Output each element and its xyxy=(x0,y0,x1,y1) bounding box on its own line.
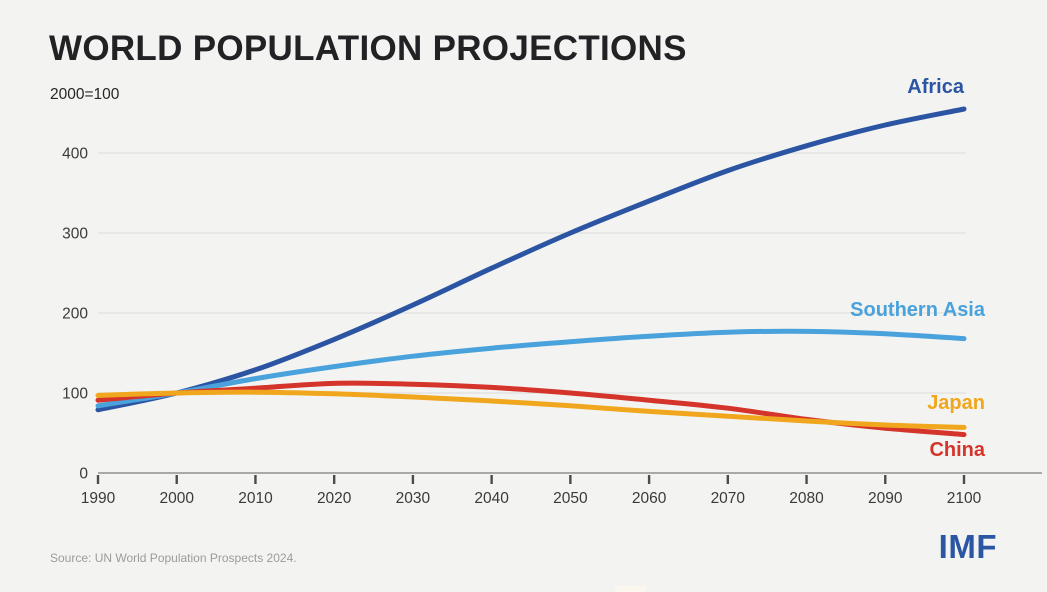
x-tick-label-2030: 2030 xyxy=(396,490,431,507)
y-tick-label-100: 100 xyxy=(62,386,88,403)
southern-asia-line xyxy=(95,328,967,409)
x-tick-label-2070: 2070 xyxy=(711,490,746,507)
x-tick-label-2050: 2050 xyxy=(553,490,588,507)
x-tick-label-2010: 2010 xyxy=(238,490,273,507)
series-label-china: China xyxy=(929,439,985,461)
x-tick-label-2080: 2080 xyxy=(789,490,824,507)
index-base-note: 2000=100 xyxy=(50,86,120,103)
y-tick-label-0: 0 xyxy=(79,466,88,483)
series-label-southern-asia: Southern Asia xyxy=(850,299,985,321)
y-tick-label-200: 200 xyxy=(62,306,88,323)
series-label-japan: Japan xyxy=(927,392,985,414)
imf-logo: IMF xyxy=(938,528,997,565)
bottom-edge-artifact xyxy=(615,586,646,592)
chart-title: WORLD POPULATION PROJECTIONS xyxy=(49,29,687,68)
y-tick-label-400: 400 xyxy=(62,146,88,163)
x-tick-label-1990: 1990 xyxy=(81,490,116,507)
x-tick-label-2090: 2090 xyxy=(868,490,903,507)
japan-line xyxy=(95,389,967,430)
africa-line xyxy=(95,106,967,413)
x-tick-label-2060: 2060 xyxy=(632,490,667,507)
series-label-africa: Africa xyxy=(907,76,964,98)
x-tick-label-2000: 2000 xyxy=(159,490,194,507)
x-tick-label-2040: 2040 xyxy=(474,490,509,507)
source-note: Source: UN World Population Prospects 20… xyxy=(50,551,297,565)
y-tick-label-300: 300 xyxy=(62,226,88,243)
x-tick-label-2020: 2020 xyxy=(317,490,352,507)
x-tick-label-2100: 2100 xyxy=(947,490,982,507)
